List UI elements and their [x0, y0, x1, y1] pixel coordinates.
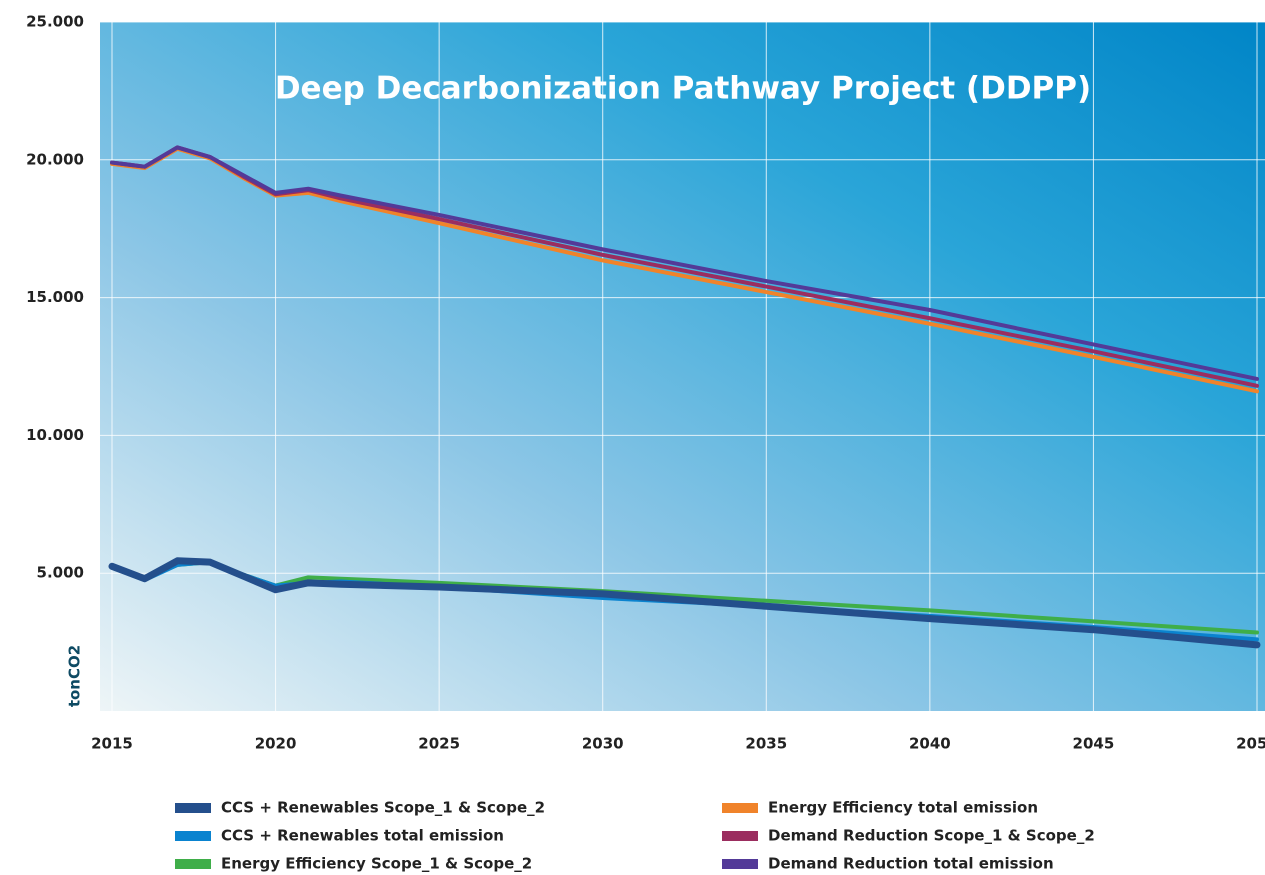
- legend-swatch: [722, 859, 758, 869]
- legend-label: Energy Efficiency total emission: [768, 799, 1038, 817]
- legend-swatch: [722, 803, 758, 813]
- y-tick-label: 15.000: [26, 288, 84, 306]
- x-tick-label: 2030: [582, 735, 624, 753]
- legend-swatch: [722, 831, 758, 841]
- legend-label: Demand Reduction total emission: [768, 855, 1054, 873]
- chart-title: Deep Decarbonization Pathway Project (DD…: [275, 71, 1091, 107]
- series-line: [108, 557, 1261, 649]
- legend-label: Demand Reduction Scope_1 & Scope_2: [768, 827, 1095, 845]
- x-tick-label: 2025: [418, 735, 460, 753]
- legend-label: Energy Efficiency Scope_1 & Scope_2: [221, 855, 532, 873]
- legend-swatch: [175, 803, 211, 813]
- x-tick-label: 2035: [745, 735, 787, 753]
- legend-label: CCS + Renewables total emission: [221, 827, 504, 845]
- x-tick-label: 2050: [1236, 735, 1265, 753]
- legend-label: CCS + Renewables Scope_1 & Scope_2: [221, 799, 545, 817]
- y-tick-label: 20.000: [26, 150, 84, 168]
- legend-swatch: [175, 859, 211, 869]
- series-line: [110, 145, 1259, 381]
- y-axis-label: tonCO2: [66, 645, 84, 707]
- y-tick-label: 10.000: [26, 426, 84, 444]
- y-tick-label: 25.000: [26, 13, 84, 31]
- x-tick-label: 2040: [909, 735, 951, 753]
- y-tick-label: 5.000: [37, 564, 84, 582]
- x-tick-label: 2045: [1073, 735, 1115, 753]
- x-tick-label: 2020: [255, 735, 297, 753]
- legend-swatch: [175, 831, 211, 841]
- x-tick-label: 2015: [91, 735, 133, 753]
- plot-background: [100, 22, 1265, 711]
